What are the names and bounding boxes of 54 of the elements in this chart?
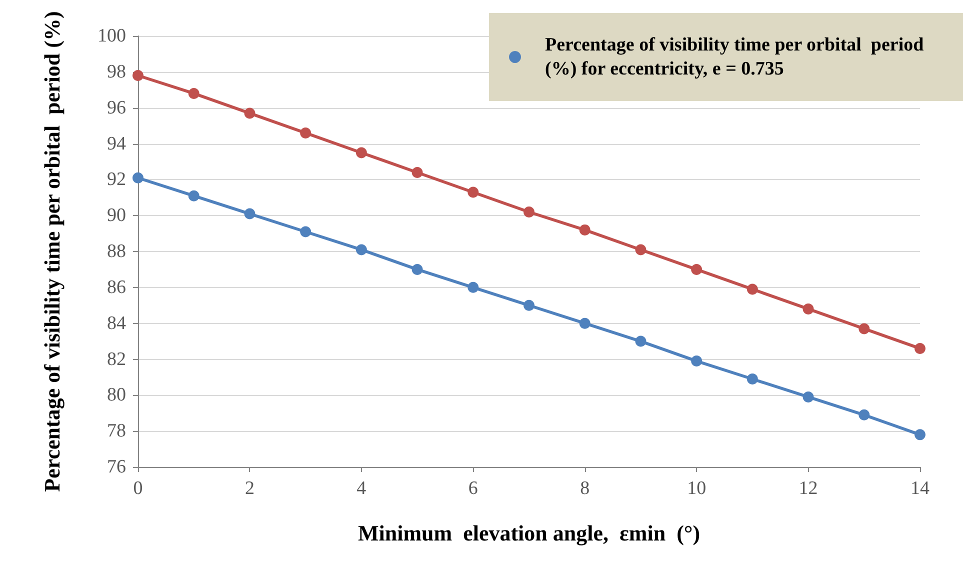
x-tick-label: 14 [910, 478, 930, 499]
point [691, 356, 702, 367]
point [188, 88, 200, 99]
point [244, 108, 256, 119]
x-tick-label: 8 [580, 478, 590, 499]
y-tick-label: 76 [107, 456, 126, 478]
x-tick-label: 2 [244, 478, 254, 499]
point [356, 147, 367, 158]
y-tick-label: 82 [107, 348, 126, 370]
y-tick-label: 92 [107, 169, 126, 190]
x-tick-label: 6 [468, 478, 478, 499]
point [802, 303, 814, 314]
point [300, 226, 312, 238]
point [746, 284, 758, 295]
point [412, 264, 423, 275]
point [524, 206, 534, 218]
legend-label: Percentage of visibility time per orbital period (%) for eccentricity, e = 0.735 [545, 34, 928, 80]
point [746, 374, 758, 384]
x-tick-label: 0 [133, 478, 143, 499]
point [132, 70, 144, 82]
point [914, 429, 926, 440]
point [691, 264, 702, 275]
y-tick-label: 86 [107, 276, 126, 298]
point [802, 391, 814, 402]
point [579, 224, 590, 236]
y-tick-label: 80 [107, 384, 126, 406]
point [188, 190, 200, 202]
y-tick-label: 100 [98, 26, 126, 46]
y-tick-label: 90 [107, 205, 126, 226]
y-tick-label: 88 [107, 241, 126, 262]
point [356, 244, 367, 256]
y-axis-title: Percentage of visibility time per orbital period (%) [40, 11, 64, 492]
point [412, 166, 423, 178]
point [468, 186, 479, 198]
y-tick-label: 96 [107, 97, 126, 118]
x-tick-label: 4 [356, 478, 367, 499]
point [244, 208, 256, 220]
point [524, 300, 534, 311]
point [858, 323, 870, 334]
point [579, 318, 590, 329]
x-axis-title: Minimum elevation angle, εmin (°) [358, 520, 700, 546]
point [914, 342, 926, 354]
point [635, 244, 646, 256]
x-tick-label: 10 [687, 478, 706, 499]
y-tick-label: 98 [107, 61, 126, 82]
point [132, 172, 144, 184]
point [858, 409, 870, 420]
y-tick-label: 84 [107, 312, 126, 334]
point [468, 282, 479, 293]
y-tick-label: 94 [107, 133, 126, 154]
point [300, 127, 312, 138]
x-tick-label: 12 [798, 478, 818, 499]
point [635, 336, 646, 347]
y-tick-label: 78 [107, 420, 126, 442]
